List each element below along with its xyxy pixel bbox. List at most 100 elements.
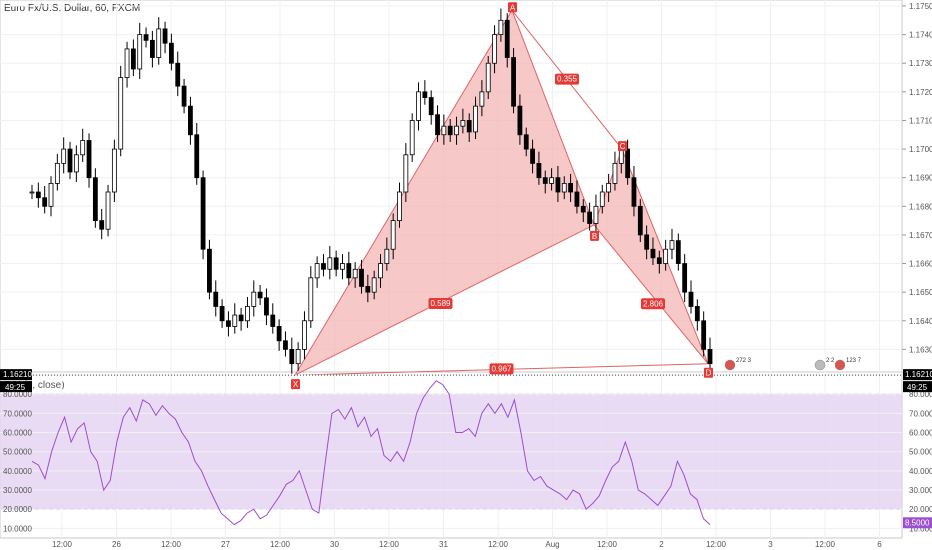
candle-up bbox=[124, 48, 130, 78]
rsi-left-tick: 30.0000 bbox=[3, 486, 32, 495]
candle-down bbox=[130, 48, 136, 70]
candle-up bbox=[137, 34, 143, 70]
candle-down bbox=[321, 263, 326, 270]
candle-up bbox=[314, 263, 320, 279]
rsi-left-tick: 40.0000 bbox=[3, 467, 32, 476]
candle-down bbox=[149, 39, 155, 58]
rsi-right-tick: 80.0000 bbox=[909, 390, 932, 399]
candle-down bbox=[625, 148, 631, 179]
rsi-right-tick: 20.0000 bbox=[909, 505, 932, 514]
x-tick-label: Aug bbox=[545, 540, 559, 549]
candle-up bbox=[105, 191, 111, 230]
candle-down bbox=[536, 162, 542, 179]
candle-down bbox=[688, 291, 694, 307]
rsi-left-tick: 20.0000 bbox=[3, 505, 32, 514]
y-tick-label: 1.16600 bbox=[909, 260, 932, 269]
candle-up bbox=[29, 191, 35, 194]
candle-up bbox=[251, 291, 257, 307]
candle-down bbox=[523, 134, 529, 150]
candle-up bbox=[593, 205, 599, 224]
candle-down bbox=[428, 97, 434, 116]
candle-up bbox=[403, 154, 409, 193]
rsi-right-tick: 10.0000 bbox=[909, 524, 932, 533]
candle-down bbox=[35, 191, 41, 199]
ratio-label-text-xab: 0.589 bbox=[430, 299, 451, 308]
candle-up bbox=[441, 125, 447, 136]
ratio-label-text-xad: 0.967 bbox=[491, 364, 512, 373]
y-tick-label: 1.17200 bbox=[909, 88, 932, 97]
candle-down bbox=[226, 320, 231, 327]
candle-up bbox=[80, 140, 86, 156]
candle-down bbox=[466, 120, 472, 133]
x-tick-label: 26 bbox=[112, 540, 121, 549]
point-label-a[interactable] bbox=[508, 2, 517, 13]
candle-up bbox=[308, 277, 314, 322]
candle-up bbox=[156, 28, 162, 58]
moon-icon[interactable] bbox=[814, 359, 826, 371]
candle-up bbox=[232, 314, 238, 327]
candle-up bbox=[73, 154, 79, 173]
x-tick-label: 12:00 bbox=[597, 540, 618, 549]
x-tick-label: 12:00 bbox=[379, 540, 400, 549]
point-label-c[interactable] bbox=[618, 141, 627, 152]
candle-down bbox=[707, 348, 713, 365]
point-label-x[interactable] bbox=[291, 379, 300, 390]
right-price-tag bbox=[903, 369, 932, 381]
point-label-b[interactable] bbox=[590, 230, 599, 241]
point-label-text-a: A bbox=[510, 3, 516, 12]
x-tick-label: 2 bbox=[659, 540, 664, 549]
candle-up bbox=[460, 120, 466, 127]
candle-down bbox=[257, 291, 263, 299]
x-tick-label: 31 bbox=[439, 540, 448, 549]
candle-up bbox=[479, 91, 485, 107]
rsi-left-tick: 70.0000 bbox=[3, 409, 32, 418]
candle-down bbox=[238, 314, 244, 322]
candle-down bbox=[555, 177, 561, 193]
y-tick-label: 1.17400 bbox=[909, 31, 932, 40]
candle-down bbox=[99, 220, 105, 230]
candle-down bbox=[181, 85, 187, 107]
right-price-tag-text: 1.16210 bbox=[905, 370, 932, 379]
ratio-label-abc[interactable] bbox=[555, 73, 579, 85]
candle-up bbox=[352, 268, 358, 279]
rsi-right-tick: 70.0000 bbox=[909, 409, 932, 418]
candle-up bbox=[409, 120, 415, 156]
x-tick-label: 6 bbox=[877, 540, 882, 549]
x-tick-label: 30 bbox=[330, 540, 339, 549]
left-price-tag-text: 1.16210 bbox=[3, 370, 32, 379]
us-flag[interactable] bbox=[724, 359, 736, 371]
candle-down bbox=[283, 340, 288, 350]
y-tick-label: 1.16500 bbox=[909, 288, 932, 297]
candle-down bbox=[656, 257, 662, 264]
event-markers[interactable]: 272 3 2 2 123 7 bbox=[724, 358, 862, 371]
candle-down bbox=[276, 326, 282, 342]
candle-up bbox=[561, 183, 567, 193]
ratio-label-xab[interactable] bbox=[428, 298, 453, 310]
candle-up bbox=[245, 306, 250, 322]
candle-up bbox=[61, 148, 67, 164]
candle-down bbox=[213, 291, 219, 307]
candle-up bbox=[669, 240, 675, 250]
left-price-tag bbox=[0, 369, 32, 381]
candle-down bbox=[67, 148, 73, 173]
candle-down bbox=[530, 148, 535, 164]
us-flag[interactable] bbox=[834, 359, 846, 371]
candle-up bbox=[111, 148, 117, 193]
ratio-label-xad[interactable] bbox=[489, 363, 514, 375]
pattern-labels[interactable]: X A B C D 0.589 0.355 2.806 0.967 bbox=[291, 2, 713, 390]
event-text: 123 7 bbox=[846, 358, 862, 364]
candle-down bbox=[511, 57, 516, 107]
candle-up bbox=[54, 162, 60, 184]
point-label-text-b: B bbox=[592, 232, 597, 241]
point-label-d[interactable] bbox=[704, 367, 713, 378]
candle-down bbox=[365, 286, 371, 293]
rsi-right-tick: 30.0000 bbox=[909, 486, 932, 495]
x-tick-label: 12:00 bbox=[706, 540, 727, 549]
chart-symbol-title: Euro Fx/U.S. Dollar, 60, FXCM bbox=[4, 3, 141, 14]
candle-down bbox=[143, 34, 149, 41]
candle-down bbox=[219, 306, 225, 322]
ratio-label-bcd[interactable] bbox=[641, 298, 665, 310]
candle-down bbox=[200, 177, 206, 250]
